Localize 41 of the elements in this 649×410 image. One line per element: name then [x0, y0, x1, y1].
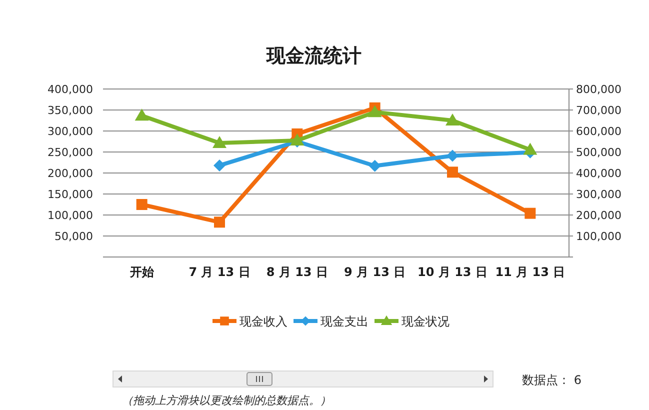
text: 数据点： 6 — [522, 373, 582, 387]
text: （拖动上方滑块以更改绘制的总数据点。） — [122, 394, 331, 407]
legend-label: 现金收入 — [240, 314, 288, 328]
y-tick-label: 250,000 — [48, 146, 93, 159]
x-tick-label: 7 月 13 日 — [188, 265, 250, 279]
point — [214, 159, 226, 172]
point — [212, 136, 226, 148]
legend-label: 现金支出 — [320, 314, 368, 328]
y-tick-label: 300,000 — [48, 125, 93, 138]
point — [446, 114, 460, 126]
y2-tick-label: 400,000 — [576, 167, 622, 180]
point — [523, 142, 538, 155]
x-tick-label: 9 月 13 日 — [344, 265, 406, 279]
chart-title: 现金流统计 — [266, 45, 362, 67]
point — [136, 199, 148, 210]
y2-tick-label: 800,000 — [576, 83, 622, 96]
point — [214, 216, 225, 228]
y2-tick-label: 200,000 — [576, 209, 622, 222]
y2-tick-label: 600,000 — [576, 125, 622, 138]
point — [368, 160, 381, 172]
point — [290, 133, 304, 146]
y-tick-label: 50,000 — [54, 230, 93, 243]
y2-tick-label: 100,000 — [576, 230, 622, 243]
point — [134, 108, 149, 121]
point — [368, 105, 382, 118]
x-tick-label: 10 月 13 日 — [418, 265, 488, 279]
x-tick-label: 开始 — [128, 265, 155, 279]
y2-tick-label: 300,000 — [576, 188, 622, 201]
point — [524, 208, 536, 219]
y-tick-label: 100,000 — [48, 209, 93, 222]
y2-tick-label: 700,000 — [576, 104, 622, 117]
y-tick-label: 350,000 — [48, 104, 93, 117]
x-tick-label: 11 月 13 日 — [495, 265, 566, 279]
y-tick-label: 400,000 — [48, 83, 93, 96]
point — [447, 166, 458, 178]
y-tick-label: 200,000 — [48, 167, 93, 180]
x-tick-label: 8 月 13 日 — [266, 265, 328, 279]
point — [446, 150, 458, 162]
y2-tick-label: 500,000 — [576, 146, 622, 159]
legend-label: 现金状况 — [402, 314, 450, 328]
y-tick-label: 150,000 — [48, 188, 93, 201]
